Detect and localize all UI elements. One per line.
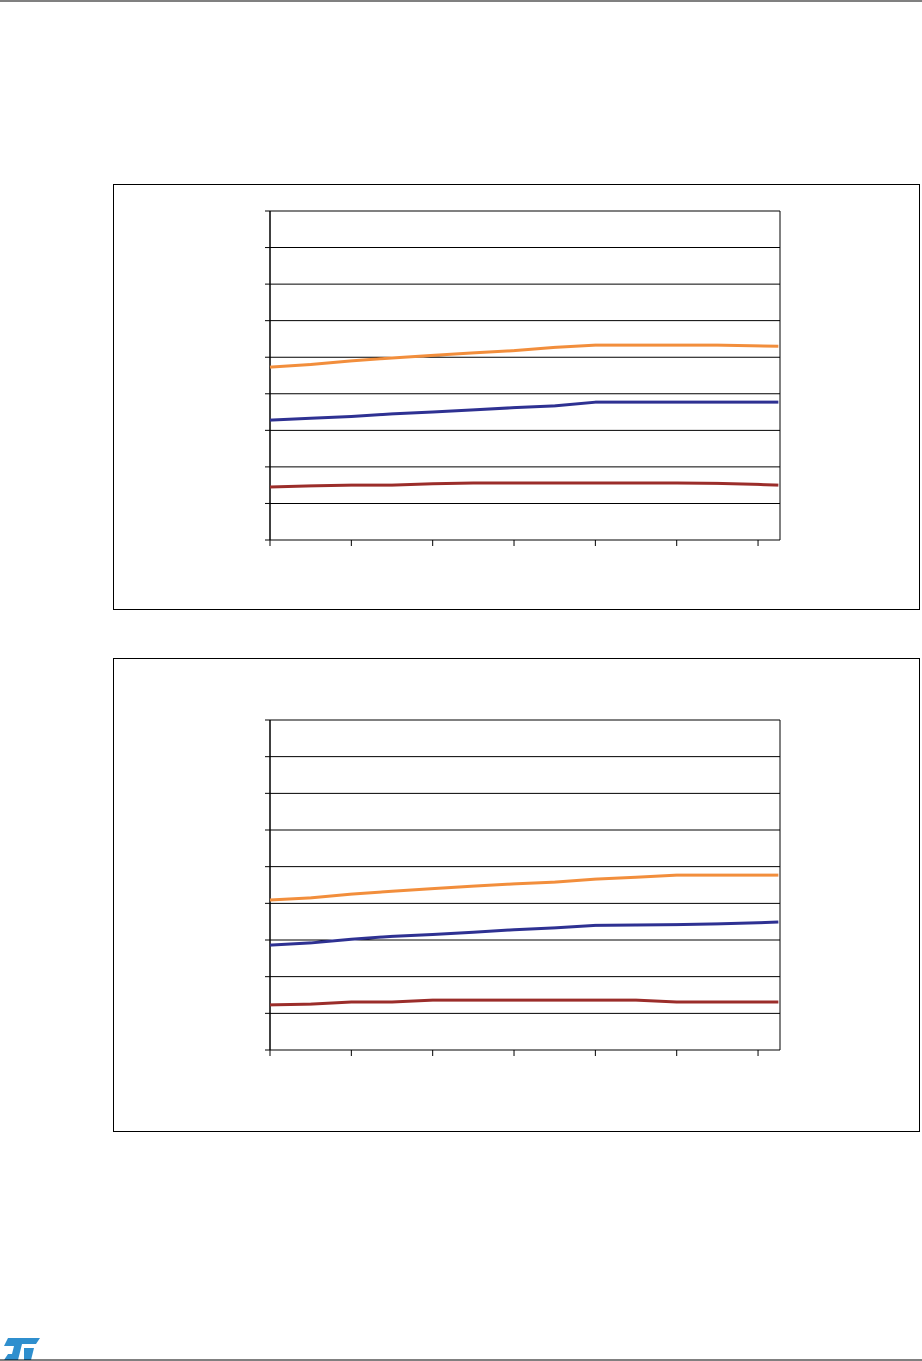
data-line xyxy=(269,920,779,947)
logo-shape xyxy=(24,1348,34,1360)
st-logo xyxy=(4,1338,40,1360)
data-line xyxy=(269,998,779,1007)
data-line xyxy=(269,343,779,369)
data-line xyxy=(269,873,779,902)
data-line xyxy=(269,400,779,422)
chart-frame xyxy=(113,658,920,1132)
logo-shape xyxy=(4,1338,40,1360)
data-line xyxy=(269,481,779,489)
chart-frame xyxy=(113,184,920,610)
